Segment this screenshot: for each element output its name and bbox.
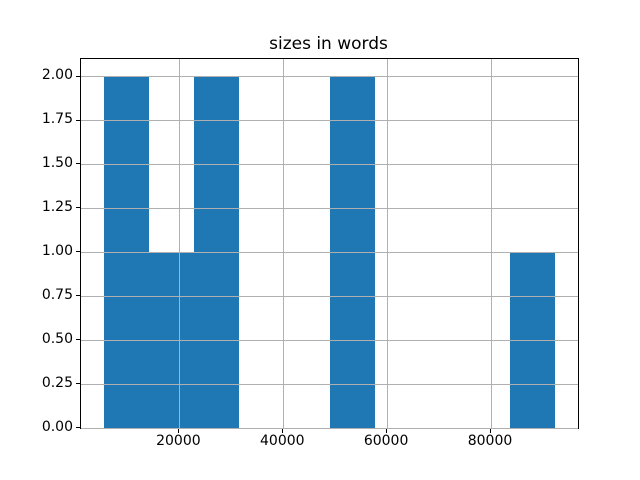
y-tick-label: 2.00 bbox=[41, 67, 73, 84]
gridline bbox=[81, 207, 578, 209]
y-tick-label: 0.75 bbox=[41, 286, 73, 303]
x-tick-label: 20000 bbox=[156, 433, 201, 449]
y-tick-mark bbox=[76, 163, 80, 165]
gridline bbox=[81, 251, 578, 253]
y-tick-label: 1.75 bbox=[41, 111, 73, 127]
gridline bbox=[81, 120, 578, 121]
y-tick-mark bbox=[76, 75, 80, 77]
x-tick-mark bbox=[490, 429, 491, 433]
y-tick-mark bbox=[76, 427, 80, 428]
gridline bbox=[81, 339, 578, 341]
plot-area bbox=[80, 58, 579, 429]
gridline bbox=[282, 59, 284, 428]
x-tick-label: 60000 bbox=[363, 433, 409, 449]
y-tick-mark bbox=[76, 251, 80, 253]
grid-layer bbox=[81, 59, 578, 429]
x-tick-mark bbox=[282, 429, 284, 433]
gridline bbox=[386, 59, 388, 428]
x-tick-mark bbox=[178, 429, 180, 433]
x-tick-label: 80000 bbox=[467, 433, 513, 449]
y-tick-mark bbox=[76, 119, 80, 121]
y-tick-label: 1.00 bbox=[41, 242, 73, 259]
y-tick-label: 0.50 bbox=[41, 330, 73, 347]
gridline bbox=[81, 76, 578, 78]
y-tick-label: 1.50 bbox=[41, 154, 73, 171]
x-tick-mark bbox=[386, 429, 388, 433]
gridline bbox=[81, 427, 578, 429]
x-tick-label: 40000 bbox=[260, 433, 305, 449]
gridline bbox=[81, 383, 578, 385]
y-tick-mark bbox=[76, 207, 80, 209]
y-tick-label: 0.25 bbox=[41, 374, 73, 391]
y-tick-label: 1.25 bbox=[41, 198, 73, 215]
y-tick-label: 0.00 bbox=[41, 418, 73, 435]
y-tick-mark bbox=[76, 339, 80, 341]
gridline bbox=[490, 59, 492, 428]
y-tick-mark bbox=[76, 295, 80, 297]
chart-title: sizes in words bbox=[269, 34, 388, 54]
gridline bbox=[178, 59, 180, 428]
gridline bbox=[81, 163, 578, 165]
y-tick-mark bbox=[76, 383, 80, 385]
gridline bbox=[81, 295, 578, 297]
